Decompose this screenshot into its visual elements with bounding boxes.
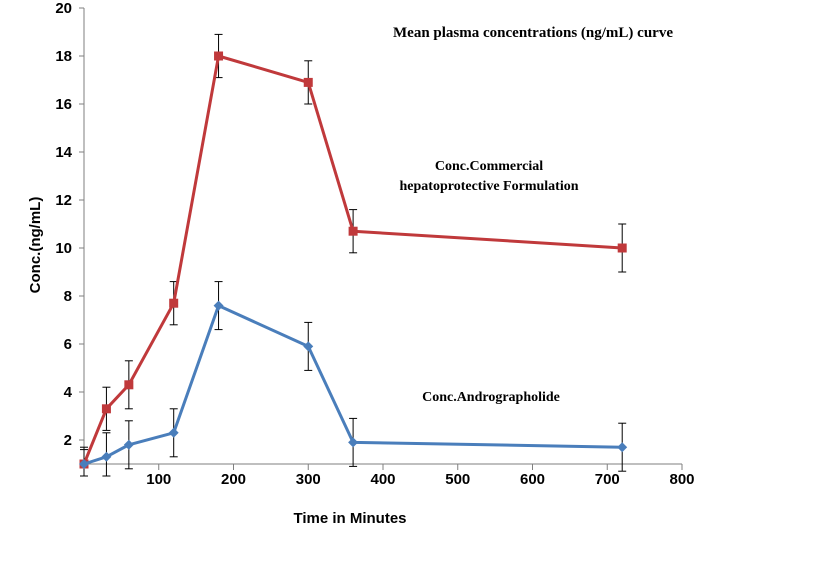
x-tick-label: 400 [370,471,395,488]
x-tick-label: 700 [595,471,620,488]
annotation-commercial-line2: hepatoprotective Formulation [400,179,579,194]
data-point [169,298,179,308]
data-point [124,380,134,390]
series-layer [79,33,628,477]
y-tick-label: 10 [55,240,72,257]
annotation-andrographolide: Conc.Andrographolide [422,390,560,405]
axes [83,8,682,465]
annotation-commercial-line1: Conc.Commercial [435,159,543,174]
y-tick-label: 6 [64,336,72,353]
x-axis-label: Time in Minutes [293,510,406,527]
y-tick-label: 16 [55,96,72,113]
data-point [123,439,134,450]
x-tick-label: 100 [146,471,171,488]
data-point [617,243,627,253]
series-2 [79,281,628,477]
x-tick-label: 500 [445,471,470,488]
data-point [213,300,224,311]
data-point [214,51,224,61]
y-tick-label: 14 [55,144,72,161]
series-line [83,304,623,466]
series-1 [79,33,627,477]
x-tick-label: 200 [221,471,246,488]
x-tick-label: 600 [520,471,545,488]
y-tick-label: 4 [64,384,73,401]
y-tick-label: 8 [64,288,72,305]
data-point [348,437,359,448]
data-point [79,459,89,469]
x-tick-label: 300 [296,471,321,488]
x-axis-ticks: 100 200 300 400 500 600 700 800 [83,464,695,488]
data-point [348,226,358,236]
y-tick-label: 20 [55,0,72,17]
y-axis-ticks: 2 4 6 8 10 12 14 16 18 20 [55,0,84,449]
data-point [303,77,313,87]
x-tick-label: 800 [669,471,694,488]
y-tick-label: 12 [55,192,72,209]
data-point [101,404,111,414]
data-point [168,427,179,438]
chart-title: Mean plasma concentrations (ng/mL) curve [393,25,673,41]
y-axis-label: Conc.(ng/mL) [27,197,44,294]
data-point [303,341,314,352]
y-tick-label: 18 [55,48,72,65]
data-point [101,451,112,462]
y-tick-label: 2 [64,432,72,449]
data-point [617,442,628,453]
